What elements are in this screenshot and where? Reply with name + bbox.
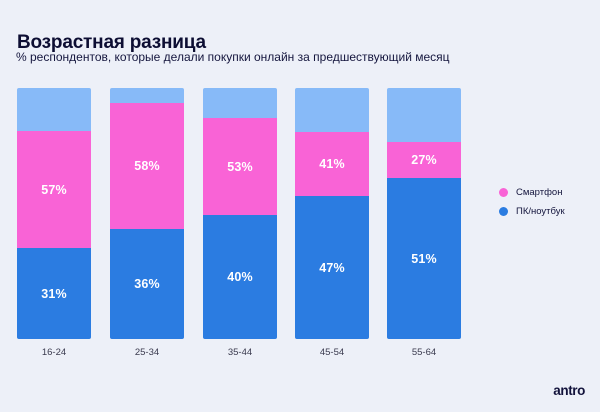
legend: Смартфон ПК/ноутбук: [499, 186, 565, 224]
category-label: 45-54: [319, 347, 345, 358]
segment-smartphone: 53%: [203, 118, 277, 215]
antro-logo: antro: [553, 383, 585, 398]
segment-smartphone: 41%: [295, 132, 369, 196]
segment-remainder: [295, 88, 369, 132]
category-label: 35-44: [227, 347, 253, 358]
segment-remainder: [110, 88, 184, 103]
segment-pc: 40%: [203, 215, 277, 339]
value-label: 36%: [134, 277, 160, 291]
legend-label: ПК/ноутбук: [516, 206, 565, 217]
value-label: 57%: [41, 182, 67, 197]
legend-item-pc: ПК/ноутбук: [499, 205, 565, 218]
value-label: 27%: [411, 153, 437, 167]
segment-smartphone: 27%: [387, 142, 461, 178]
segment-smartphone: 58%: [110, 103, 184, 229]
value-label: 40%: [227, 270, 253, 284]
legend-item-smartphone: Смартфон: [499, 186, 565, 199]
value-label: 47%: [319, 260, 345, 275]
bar-16-24: 57% 31%: [17, 88, 91, 339]
segment-pc: 51%: [387, 178, 461, 339]
bar-45-54: 41% 47%: [295, 88, 369, 339]
bar-55-64: 27% 51%: [387, 88, 461, 339]
page-subtitle: % респондентов, которые делали покупки о…: [16, 50, 450, 64]
segment-pc: 31%: [17, 248, 91, 339]
pc-color-dot-icon: [499, 207, 508, 216]
value-label: 51%: [411, 251, 437, 266]
segment-remainder: [17, 88, 91, 131]
category-label: 25-34: [134, 347, 160, 358]
segment-remainder: [203, 88, 277, 118]
value-label: 31%: [41, 286, 67, 301]
value-label: 41%: [319, 157, 345, 171]
segment-remainder: [387, 88, 461, 142]
page-title: Возрастная разница: [17, 31, 206, 53]
segment-pc: 47%: [295, 196, 369, 339]
bar-25-34: 58% 36%: [110, 88, 184, 339]
legend-label: Смартфон: [516, 187, 563, 198]
category-label: 55-64: [411, 347, 437, 358]
value-label: 53%: [227, 159, 253, 174]
segment-pc: 36%: [110, 229, 184, 339]
segment-smartphone: 57%: [17, 131, 91, 248]
category-label: 16-24: [41, 347, 67, 358]
value-label: 58%: [134, 159, 160, 173]
smartphone-color-dot-icon: [499, 188, 508, 197]
bar-35-44: 53% 40%: [203, 88, 277, 339]
